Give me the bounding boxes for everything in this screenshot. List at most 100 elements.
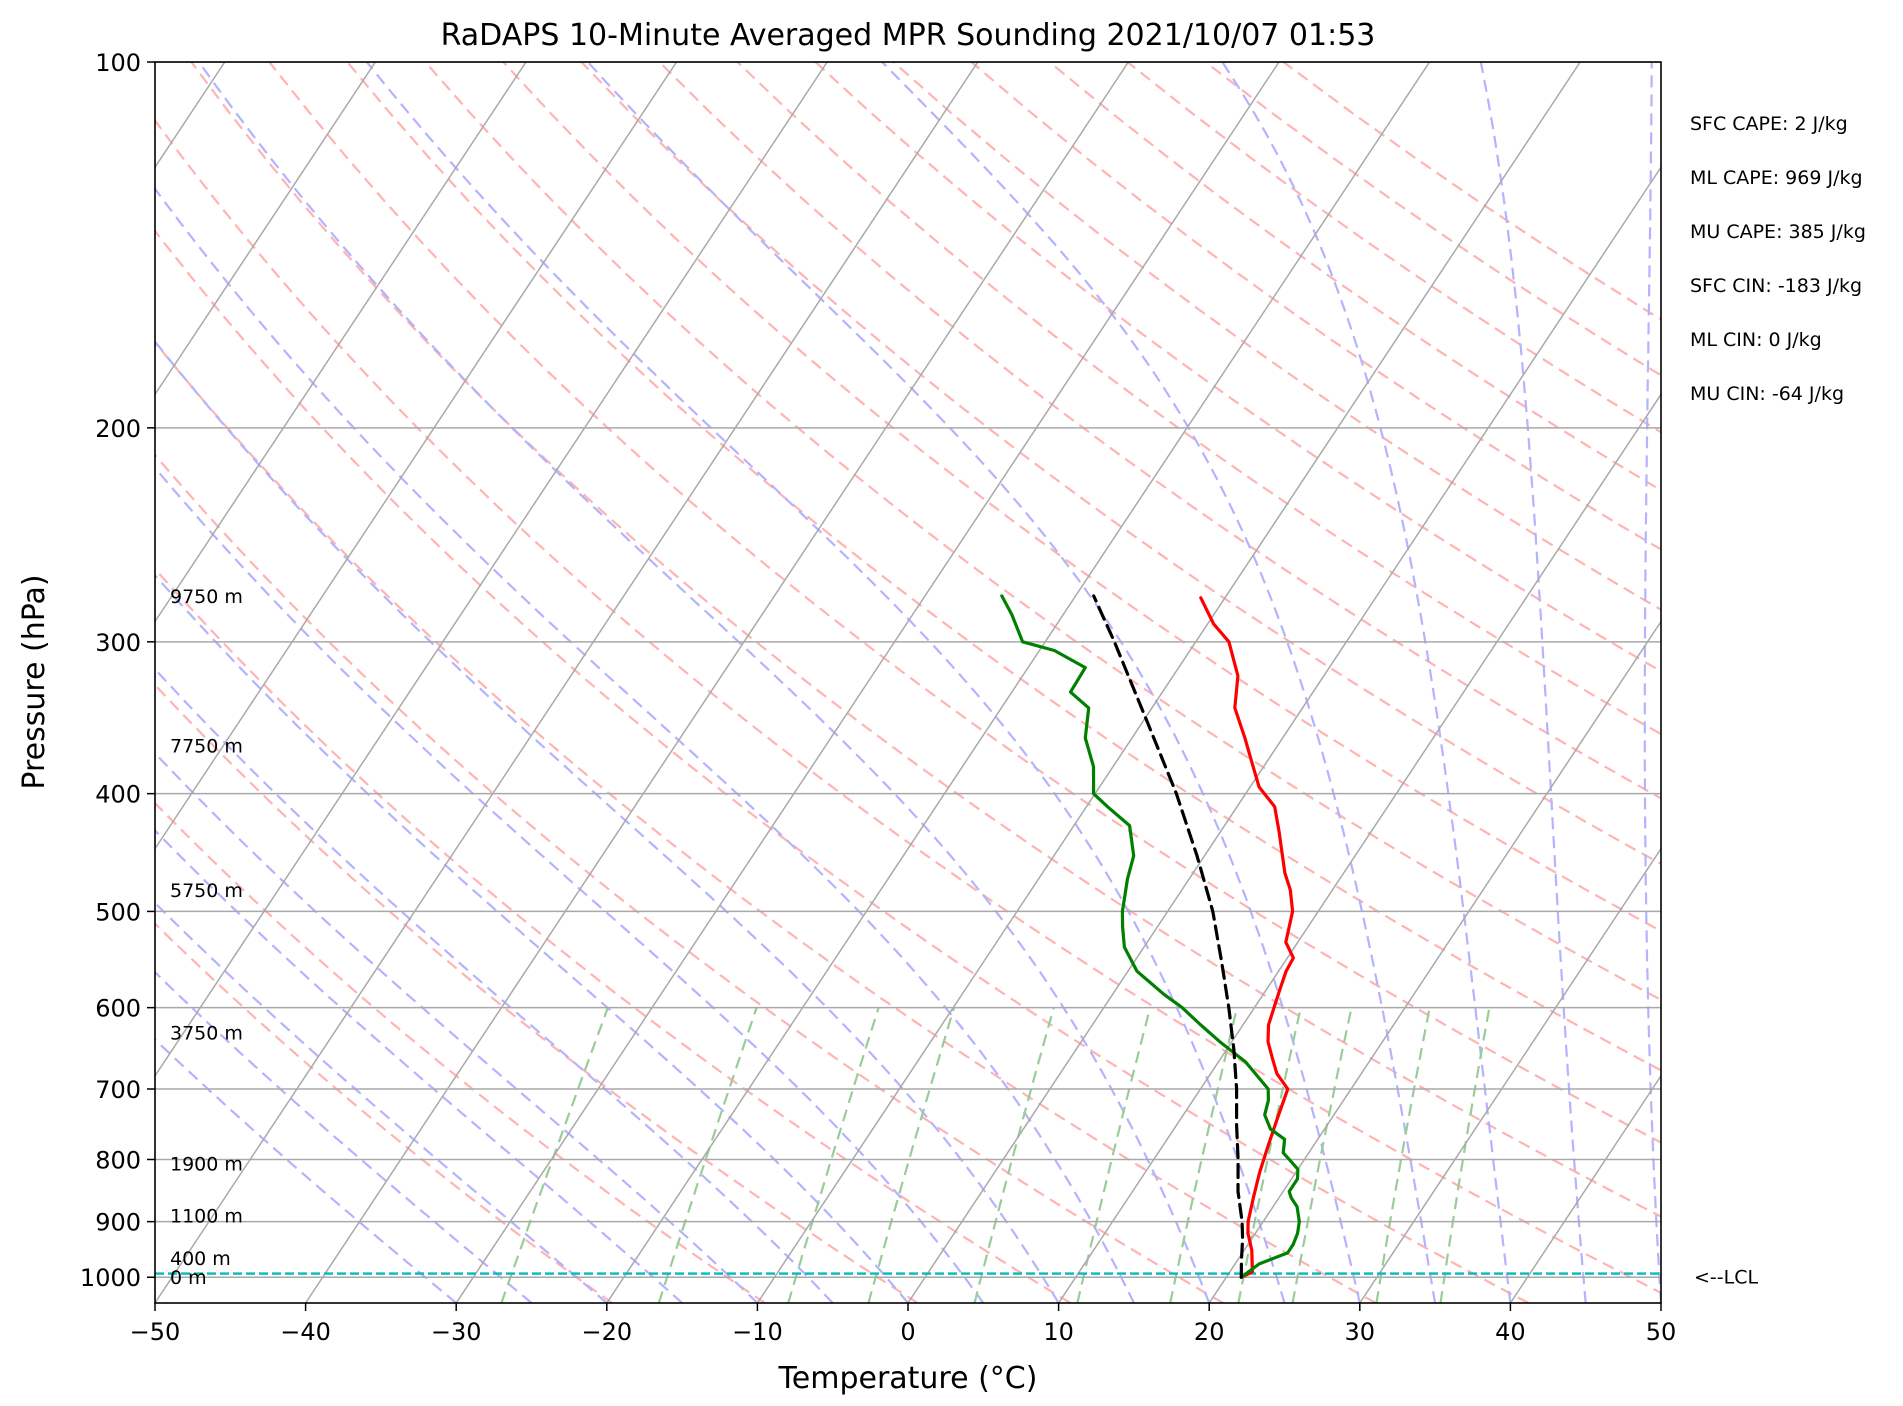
x-axis-ticks: −50 −40 −30 −20 −10 0 10 20 30 40 50 (130, 1303, 1677, 1346)
isotherm-line (907, 165, 1661, 1303)
x-tick-label: −20 (581, 1318, 632, 1346)
isotherm-line (606, 62, 1431, 1303)
y-tick-label: 600 (95, 995, 141, 1023)
mixing-ratio-line (1439, 1007, 1491, 1303)
dry-adiabat-line (155, 118, 1661, 1295)
dry-adiabat-line (346, 62, 1661, 1072)
lcl-label-group: <--LCL (1694, 1267, 1758, 1289)
lcl-label: <--LCL (1694, 1267, 1758, 1289)
height-label: 9750 m (170, 586, 243, 608)
dry-adiabat-line (658, 62, 1661, 800)
dry-adiabat-line (155, 683, 919, 1303)
dry-adiabat-line (502, 62, 1661, 933)
y-axis-label: Pressure (hPa) (17, 574, 52, 789)
height-label: 5750 m (170, 880, 243, 902)
y-tick-label: 900 (95, 1209, 141, 1237)
mixing-ratio-line (1375, 1007, 1431, 1303)
mixing-ratio-lines (500, 1007, 1491, 1303)
stability-index-text: MU CAPE: 385 J/kg (1690, 221, 1866, 243)
moist-adiabat-line (155, 466, 985, 1303)
dry-adiabat-line (155, 801, 766, 1303)
isotherm-line (1359, 847, 1661, 1303)
dry-adiabat-line (814, 62, 1661, 673)
x-tick-label: −30 (431, 1318, 482, 1346)
x-tick-label: 0 (900, 1318, 915, 1346)
dry-adiabat-line (155, 567, 1071, 1303)
height-label: 3750 m (170, 1023, 243, 1045)
plot-frame (154, 61, 1662, 1304)
height-label: 1900 m (170, 1153, 243, 1175)
moist-adiabat-line (881, 62, 1437, 1303)
x-axis-label: Temperature (°C) (778, 1361, 1038, 1396)
mixing-ratio-line (1291, 1007, 1353, 1303)
x-tick-label: 50 (1646, 1318, 1677, 1346)
moist-adiabat-line (1479, 62, 1587, 1303)
dry-adiabat-line (190, 62, 1661, 1218)
moist-adiabat-line (155, 828, 683, 1303)
dry-adiabat-line (424, 62, 1661, 1002)
height-label: 0 m (170, 1267, 207, 1289)
x-tick-label: −40 (280, 1318, 331, 1346)
isotherm-line (1509, 1074, 1661, 1303)
dry-adiabat-line (155, 340, 1377, 1303)
x-tick-label: −10 (732, 1318, 783, 1346)
x-tick-label: 10 (1043, 1318, 1074, 1346)
x-tick-label: 40 (1495, 1318, 1526, 1346)
y-tick-label: 700 (95, 1076, 141, 1104)
mixing-ratio-line (1076, 1007, 1152, 1303)
dry-adiabat-line (155, 453, 1224, 1303)
y-axis-ticks: 1000 900 800 700 600 500 400 300 200 100 (80, 49, 155, 1292)
stability-index-text: SFC CIN: -183 J/kg (1690, 275, 1862, 297)
moist-adiabats (155, 62, 1661, 1303)
dry-adiabat-line (155, 229, 1530, 1303)
x-tick-label: −50 (130, 1318, 181, 1346)
stability-index-text: MU CIN: -64 J/kg (1690, 383, 1844, 405)
dry-adiabat-line (970, 62, 1661, 551)
mixing-ratio-line (973, 1007, 1055, 1303)
y-tick-label: 300 (95, 629, 141, 657)
isotherm-line (155, 62, 828, 1078)
mixing-ratio-line (1237, 1007, 1302, 1303)
isobar-grid (155, 62, 1661, 1278)
moist-adiabat-line (155, 970, 533, 1303)
y-tick-label: 800 (95, 1146, 141, 1174)
parcel-profile-line (1092, 594, 1245, 1279)
moist-adiabat-line (155, 667, 834, 1303)
mixing-ratio-line (867, 1007, 956, 1303)
isotherm-line (455, 62, 1280, 1303)
moist-adiabat-line (1643, 62, 1661, 1303)
dry-adiabat-line (892, 62, 1661, 611)
isotherm-line (155, 62, 678, 851)
mixing-ratio-line (787, 1007, 880, 1303)
isotherm-line (1208, 620, 1661, 1303)
mixing-ratio-line (1169, 1007, 1239, 1303)
y-tick-label: 500 (95, 898, 141, 926)
moist-adiabat-line (155, 901, 608, 1303)
moist-adiabat-line (155, 1037, 457, 1303)
moist-adiabat-line (586, 62, 1361, 1303)
isotherm-line (756, 62, 1581, 1303)
dewpoint-profile-line (1000, 594, 1301, 1279)
moist-adiabat-line (155, 573, 909, 1303)
mixing-ratio-line (500, 1007, 609, 1303)
y-tick-label: 100 (95, 49, 141, 77)
y-tick-label: 1000 (80, 1264, 141, 1292)
isotherm-line (1057, 393, 1661, 1303)
stability-indices: SFC CAPE: 2 J/kg ML CAPE: 969 J/kg MU CAPE… (1690, 113, 1866, 405)
isotherm-line (155, 62, 979, 1303)
dry-adiabats (155, 62, 1661, 1303)
height-label: 1100 m (170, 1206, 243, 1228)
mixing-ratio-line (657, 1007, 758, 1303)
x-tick-label: 20 (1194, 1318, 1225, 1346)
stability-index-text: ML CAPE: 969 J/kg (1690, 167, 1863, 189)
isotherm-line (155, 62, 377, 396)
stability-index-text: SFC CAPE: 2 J/kg (1690, 113, 1848, 135)
moist-adiabat-line (198, 62, 1211, 1303)
isotherm-line (155, 62, 527, 623)
plot-area (155, 62, 1661, 1303)
stability-index-text: ML CIN: 0 J/kg (1690, 329, 1822, 351)
moist-adiabat-line (1221, 62, 1512, 1303)
x-tick-label: 30 (1345, 1318, 1376, 1346)
